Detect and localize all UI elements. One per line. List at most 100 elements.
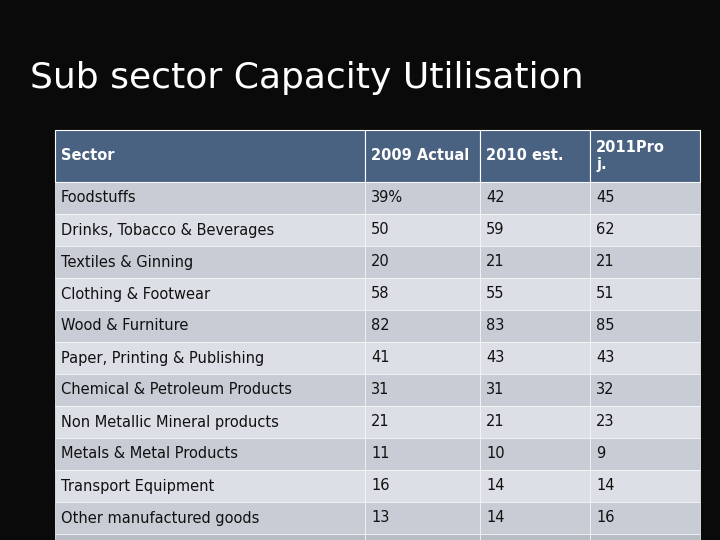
Text: Textiles & Ginning: Textiles & Ginning bbox=[61, 254, 193, 269]
Bar bbox=[480, 406, 590, 438]
Bar bbox=[480, 470, 590, 502]
Bar bbox=[590, 470, 700, 502]
Bar bbox=[590, 246, 700, 278]
Text: 41: 41 bbox=[371, 350, 390, 366]
Text: Paper, Printing & Publishing: Paper, Printing & Publishing bbox=[61, 350, 264, 366]
Bar bbox=[590, 310, 700, 342]
Text: 2011Pro
j.: 2011Pro j. bbox=[596, 140, 665, 172]
Bar bbox=[55, 374, 365, 406]
Text: 11: 11 bbox=[371, 447, 390, 462]
Text: 59: 59 bbox=[486, 222, 505, 238]
Text: 21: 21 bbox=[596, 254, 615, 269]
Bar bbox=[590, 214, 700, 246]
Text: 82: 82 bbox=[371, 319, 390, 334]
Text: 45: 45 bbox=[596, 191, 614, 206]
Text: 20: 20 bbox=[371, 254, 390, 269]
Bar bbox=[590, 374, 700, 406]
Bar bbox=[365, 502, 480, 534]
Bar bbox=[480, 130, 590, 182]
Text: 2010 est.: 2010 est. bbox=[486, 148, 564, 164]
Bar bbox=[365, 278, 480, 310]
Text: 9: 9 bbox=[596, 447, 606, 462]
Text: Clothing & Footwear: Clothing & Footwear bbox=[61, 287, 210, 301]
Bar bbox=[480, 502, 590, 534]
Text: Drinks, Tobacco & Beverages: Drinks, Tobacco & Beverages bbox=[61, 222, 274, 238]
Bar bbox=[55, 534, 365, 540]
Bar bbox=[480, 214, 590, 246]
Text: 51: 51 bbox=[596, 287, 614, 301]
Text: Sub sector Capacity Utilisation: Sub sector Capacity Utilisation bbox=[30, 61, 584, 95]
Text: 16: 16 bbox=[371, 478, 390, 494]
Bar bbox=[590, 278, 700, 310]
Text: 21: 21 bbox=[371, 415, 390, 429]
Bar bbox=[55, 342, 365, 374]
Text: 85: 85 bbox=[596, 319, 614, 334]
Text: Chemical & Petroleum Products: Chemical & Petroleum Products bbox=[61, 382, 292, 397]
Bar bbox=[480, 342, 590, 374]
Bar bbox=[480, 534, 590, 540]
Bar bbox=[55, 502, 365, 534]
Bar bbox=[480, 182, 590, 214]
Bar bbox=[55, 130, 365, 182]
Text: Metals & Metal Products: Metals & Metal Products bbox=[61, 447, 238, 462]
Bar bbox=[590, 534, 700, 540]
Text: 31: 31 bbox=[486, 382, 505, 397]
Bar bbox=[480, 278, 590, 310]
Text: Non Metallic Mineral products: Non Metallic Mineral products bbox=[61, 415, 279, 429]
Bar bbox=[590, 438, 700, 470]
Text: 23: 23 bbox=[596, 415, 614, 429]
Text: 13: 13 bbox=[371, 510, 390, 525]
Bar bbox=[365, 342, 480, 374]
Bar bbox=[590, 130, 700, 182]
Bar bbox=[55, 214, 365, 246]
Bar bbox=[55, 470, 365, 502]
Bar bbox=[480, 246, 590, 278]
Text: 10: 10 bbox=[486, 447, 505, 462]
Text: Sector: Sector bbox=[61, 148, 114, 164]
Text: 14: 14 bbox=[486, 478, 505, 494]
Text: Foodstuffs: Foodstuffs bbox=[61, 191, 137, 206]
Bar bbox=[590, 502, 700, 534]
Bar bbox=[55, 278, 365, 310]
Bar bbox=[365, 438, 480, 470]
Text: 32: 32 bbox=[596, 382, 614, 397]
Text: 31: 31 bbox=[371, 382, 390, 397]
Text: Wood & Furniture: Wood & Furniture bbox=[61, 319, 189, 334]
Text: 62: 62 bbox=[596, 222, 615, 238]
Bar bbox=[480, 310, 590, 342]
Text: 43: 43 bbox=[486, 350, 505, 366]
Bar bbox=[365, 534, 480, 540]
Bar bbox=[365, 310, 480, 342]
Text: 21: 21 bbox=[486, 415, 505, 429]
Text: 83: 83 bbox=[486, 319, 505, 334]
Text: 39%: 39% bbox=[371, 191, 403, 206]
Bar bbox=[55, 182, 365, 214]
Bar bbox=[365, 182, 480, 214]
Text: 21: 21 bbox=[486, 254, 505, 269]
Bar bbox=[365, 130, 480, 182]
Bar bbox=[480, 438, 590, 470]
Text: 50: 50 bbox=[371, 222, 390, 238]
Bar bbox=[590, 182, 700, 214]
Text: 43: 43 bbox=[596, 350, 614, 366]
Bar bbox=[55, 310, 365, 342]
Bar bbox=[590, 342, 700, 374]
Bar bbox=[590, 406, 700, 438]
Text: 58: 58 bbox=[371, 287, 390, 301]
Text: 14: 14 bbox=[486, 510, 505, 525]
Text: 2009 Actual: 2009 Actual bbox=[371, 148, 469, 164]
Bar bbox=[55, 438, 365, 470]
Bar bbox=[480, 374, 590, 406]
Text: 55: 55 bbox=[486, 287, 505, 301]
Bar bbox=[55, 246, 365, 278]
Bar bbox=[365, 374, 480, 406]
Bar bbox=[365, 470, 480, 502]
Bar bbox=[55, 406, 365, 438]
Text: Other manufactured goods: Other manufactured goods bbox=[61, 510, 259, 525]
Bar bbox=[365, 406, 480, 438]
Bar bbox=[365, 246, 480, 278]
Text: Transport Equipment: Transport Equipment bbox=[61, 478, 215, 494]
Bar bbox=[365, 214, 480, 246]
Text: 14: 14 bbox=[596, 478, 614, 494]
Text: 16: 16 bbox=[596, 510, 614, 525]
